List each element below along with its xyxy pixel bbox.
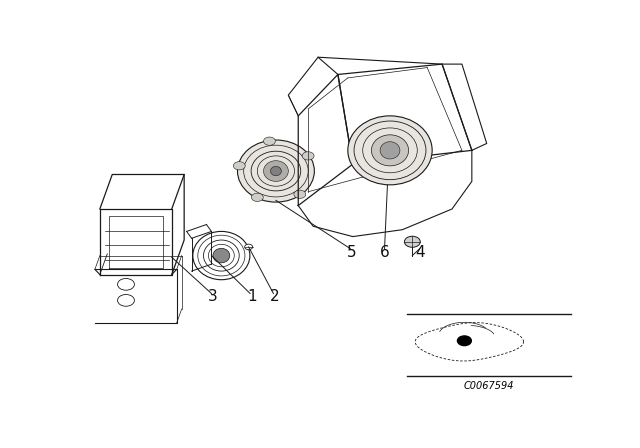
Circle shape — [234, 162, 245, 170]
Ellipse shape — [264, 161, 288, 181]
Ellipse shape — [348, 116, 432, 185]
Circle shape — [252, 193, 263, 202]
Circle shape — [404, 236, 420, 247]
Text: 2: 2 — [270, 289, 280, 305]
Ellipse shape — [213, 248, 230, 263]
Circle shape — [302, 152, 314, 160]
Circle shape — [458, 336, 471, 345]
Text: 1: 1 — [247, 289, 257, 305]
Text: 6: 6 — [380, 245, 389, 259]
Circle shape — [244, 244, 253, 250]
Text: 5: 5 — [346, 245, 356, 259]
Text: C0067594: C0067594 — [464, 381, 515, 391]
Text: 4: 4 — [415, 245, 424, 259]
Ellipse shape — [371, 135, 408, 166]
Circle shape — [294, 190, 306, 198]
Ellipse shape — [271, 166, 282, 176]
Circle shape — [264, 137, 275, 145]
Ellipse shape — [380, 142, 400, 159]
Ellipse shape — [237, 140, 314, 202]
Text: 3: 3 — [208, 289, 218, 305]
